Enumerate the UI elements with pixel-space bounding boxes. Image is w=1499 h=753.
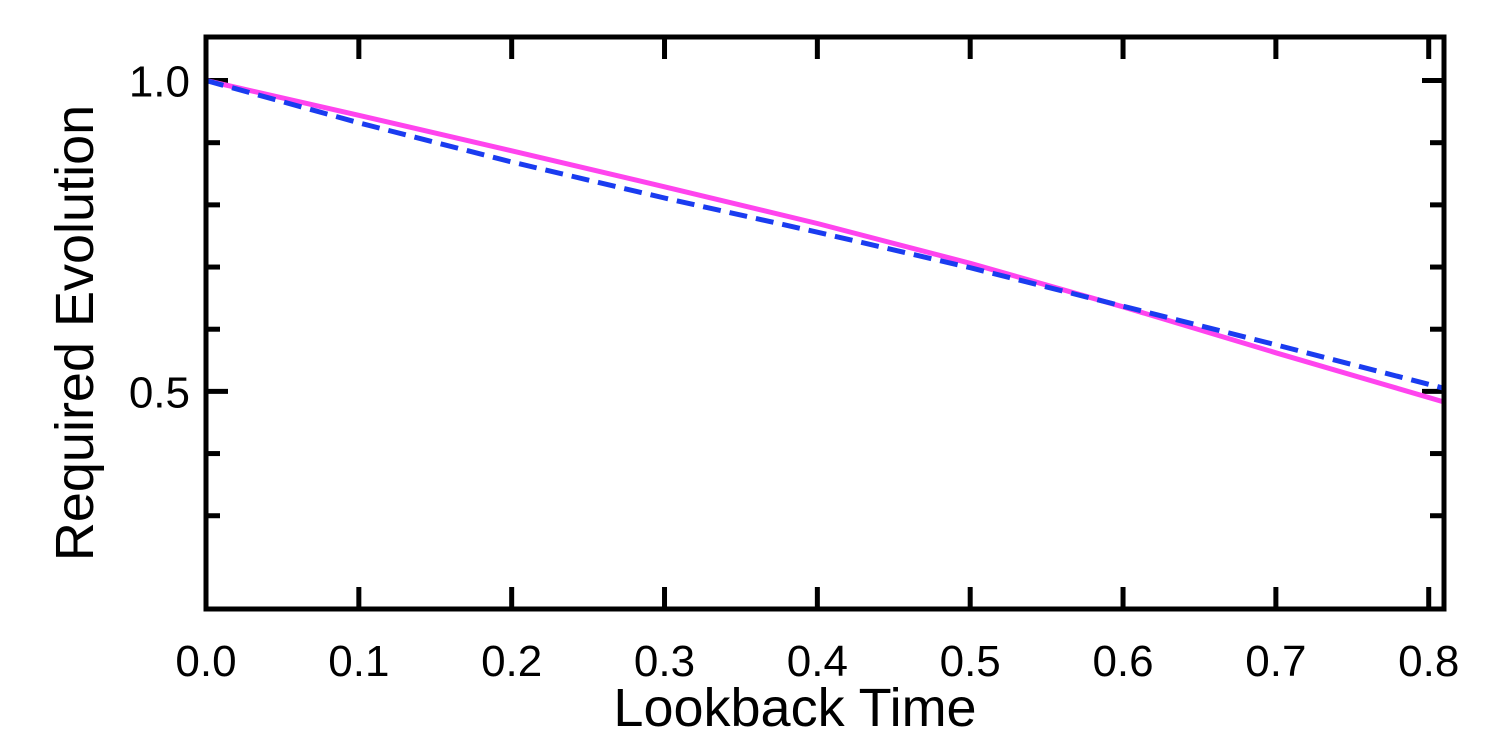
y-tick-label: 0.5 (129, 368, 190, 417)
tick-labels: 0.0 0.1 0.2 0.3 0.4 0.5 0.6 0.7 0.8 0.5 1.0 (129, 58, 1459, 686)
x-tick-label: 0.0 (175, 637, 236, 686)
x-tick-label: 0.8 (1398, 637, 1459, 686)
y-axis-title: Required Evolution (45, 105, 105, 561)
x-tick-label: 0.7 (1245, 637, 1306, 686)
axis-ticks (203, 37, 1444, 609)
x-tick-label: 0.3 (634, 637, 695, 686)
x-tick-label: 0.2 (481, 637, 542, 686)
x-tick-label: 0.4 (787, 637, 848, 686)
data-series (205, 78, 1445, 405)
plot-frame (203, 34, 1447, 612)
series-line-dashed (205, 78, 1445, 391)
x-tick-label: 0.6 (1092, 637, 1153, 686)
y-tick-label: 1.0 (129, 58, 190, 107)
x-tick-label: 0.1 (328, 637, 389, 686)
series-line-solid (205, 78, 1445, 405)
x-axis-title: Lookback Time (613, 678, 976, 738)
x-tick-label: 0.5 (940, 637, 1001, 686)
